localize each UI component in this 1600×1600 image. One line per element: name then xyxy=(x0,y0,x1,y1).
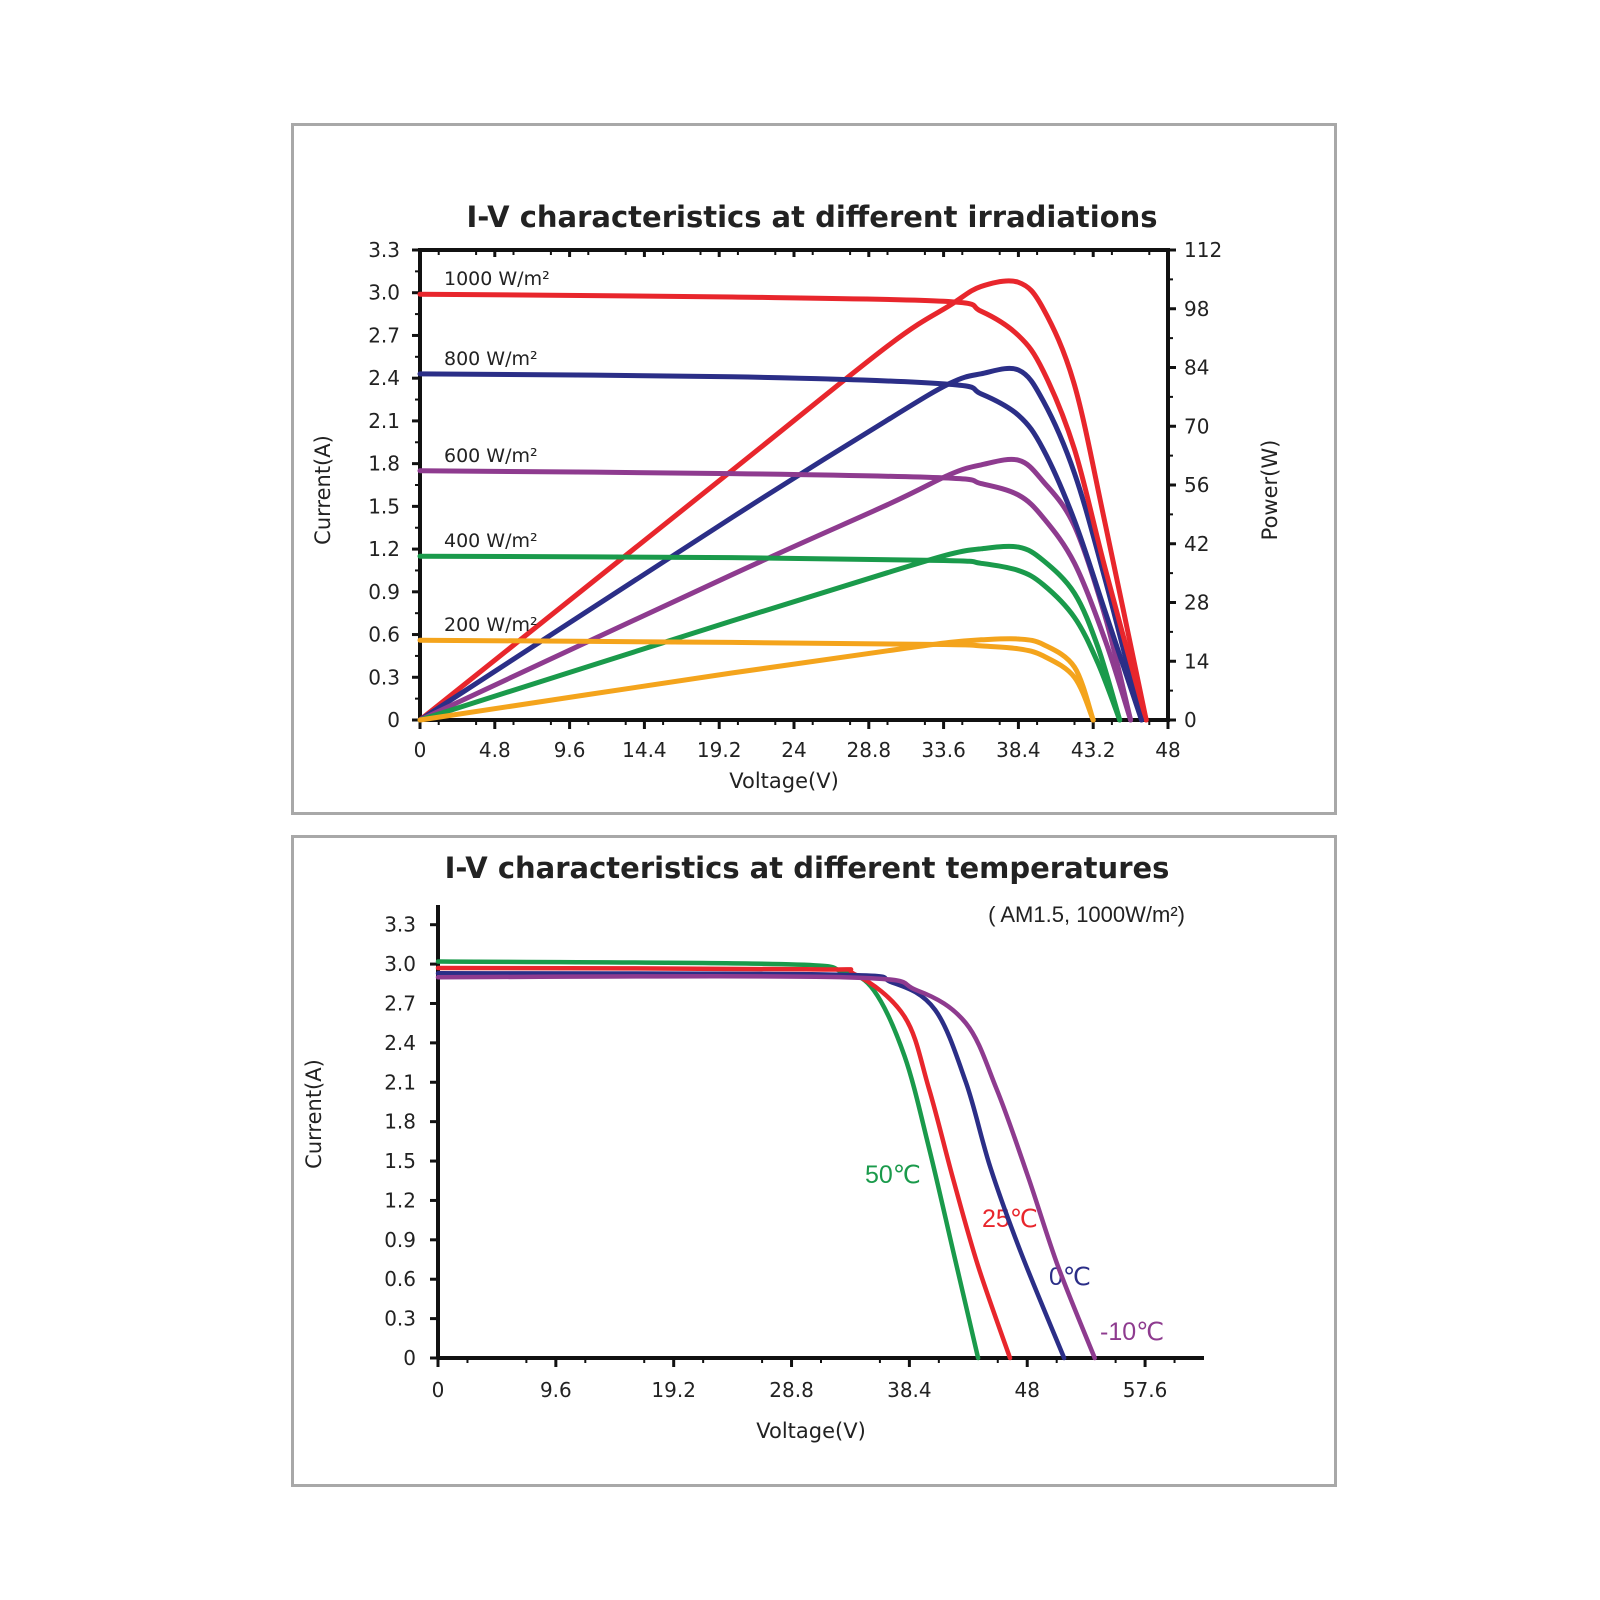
pv-curve-400-w-m xyxy=(417,543,1123,723)
curve-label-0c: 0℃ xyxy=(1049,1263,1091,1291)
x-tick-label: 38.4 xyxy=(996,738,1041,762)
y-tick-label: 0.6 xyxy=(384,1267,416,1291)
y2-tick-label: 84 xyxy=(1184,356,1209,380)
y2-tick-label: 56 xyxy=(1184,473,1209,497)
x-tick-label: 57.6 xyxy=(1123,1378,1168,1402)
pv-curve-200-w-m xyxy=(417,636,1096,723)
y-tick-label: 2.1 xyxy=(368,409,400,433)
y2-tick-label: 70 xyxy=(1184,414,1209,438)
x-tick-label: 43.2 xyxy=(1071,738,1116,762)
iv-curve-600-w-m xyxy=(417,468,1134,723)
y-tick-label: 1.8 xyxy=(384,1110,416,1134)
chart-title: I-V characteristics at different irradia… xyxy=(466,200,1157,234)
y-tick-label: 0.9 xyxy=(384,1228,416,1252)
y-tick-label: 3.3 xyxy=(368,238,400,262)
iv-curve-1000-w-m xyxy=(417,291,1149,723)
x-axis-label: Voltage(V) xyxy=(729,769,839,793)
y2-axis-label: Power(W) xyxy=(1258,440,1282,541)
x-tick-label: 19.2 xyxy=(697,738,742,762)
y-tick-label: 3.3 xyxy=(384,913,416,937)
temperature-chart: I-V characteristics at different tempera… xyxy=(302,851,1204,1443)
curve-label-800-w-m: 800 W/m² xyxy=(444,348,538,370)
x-tick-label: 0 xyxy=(414,738,427,762)
curve-label-1000-w-m: 1000 W/m² xyxy=(444,268,550,290)
y-tick-label: 2.7 xyxy=(384,991,416,1015)
y2-tick-label: 98 xyxy=(1184,297,1209,321)
x-tick-label: 33.6 xyxy=(921,738,966,762)
y-tick-label: 1.2 xyxy=(384,1188,416,1212)
y2-tick-label: 112 xyxy=(1184,238,1222,262)
irradiation-chart: I-V characteristics at different irradia… xyxy=(311,200,1282,793)
y-tick-label: 0 xyxy=(387,708,400,732)
y2-tick-label: 14 xyxy=(1184,649,1209,673)
y-tick-label: 1.8 xyxy=(368,452,400,476)
curve-label-600-w-m: 600 W/m² xyxy=(444,445,538,467)
x-tick-label: 0 xyxy=(432,1378,445,1402)
pv-curve-800-w-m xyxy=(417,365,1144,723)
iv-curve-50c xyxy=(435,959,981,1361)
x-tick-label: 28.8 xyxy=(847,738,892,762)
chart-subtitle: ( AM1.5, 1000W/m²) xyxy=(988,902,1185,927)
chart-title: I-V characteristics at different tempera… xyxy=(445,851,1170,885)
x-tick-label: 38.4 xyxy=(887,1378,932,1402)
y-tick-label: 2.4 xyxy=(368,366,400,390)
x-axis-label: Voltage(V) xyxy=(756,1419,866,1443)
irradiation-chart-panel: I-V characteristics at different irradia… xyxy=(291,123,1337,815)
curve-label-200-w-m: 200 W/m² xyxy=(444,614,538,636)
iv-curve-800-w-m xyxy=(417,371,1144,723)
x-tick-label: 4.8 xyxy=(479,738,511,762)
temperature-chart-panel: I-V characteristics at different tempera… xyxy=(291,835,1337,1487)
curve-label-50c: 50℃ xyxy=(865,1161,921,1189)
y-tick-label: 1.2 xyxy=(368,537,400,561)
x-tick-label: 9.6 xyxy=(554,738,586,762)
y-tick-label: 3.0 xyxy=(368,281,400,305)
y-tick-label: 0.3 xyxy=(384,1307,416,1331)
iv-curve-400-w-m xyxy=(417,553,1123,723)
iv-curve-200-w-m xyxy=(417,637,1096,723)
y-tick-label: 0.6 xyxy=(368,623,400,647)
y-tick-label: 0.9 xyxy=(368,580,400,604)
x-tick-label: 28.8 xyxy=(769,1378,814,1402)
y-tick-label: 1.5 xyxy=(384,1149,416,1173)
y2-tick-label: 42 xyxy=(1184,532,1209,556)
y-axis-label: Current(A) xyxy=(302,1059,326,1169)
iv-curve-25c xyxy=(435,965,1013,1361)
y-tick-label: 3.0 xyxy=(384,952,416,976)
y-tick-label: 1.5 xyxy=(368,494,400,518)
x-tick-label: 19.2 xyxy=(651,1378,696,1402)
y-tick-label: 2.4 xyxy=(384,1031,416,1055)
y-tick-label: 0.3 xyxy=(368,665,400,689)
y-tick-label: 2.1 xyxy=(384,1070,416,1094)
y2-tick-label: 0 xyxy=(1184,708,1197,732)
x-tick-label: 48 xyxy=(1155,738,1180,762)
x-tick-label: 9.6 xyxy=(540,1378,572,1402)
iv-curve-10c xyxy=(435,973,1097,1361)
x-tick-label: 48 xyxy=(1015,1378,1040,1402)
iv-curve-0c xyxy=(435,971,1067,1361)
curve-label-400-w-m: 400 W/m² xyxy=(444,530,538,552)
x-tick-label: 14.4 xyxy=(622,738,667,762)
y-axis-label: Current(A) xyxy=(311,435,335,545)
y-tick-label: 2.7 xyxy=(368,323,400,347)
x-tick-label: 24 xyxy=(781,738,806,762)
y-tick-label: 0 xyxy=(403,1346,416,1370)
y2-tick-label: 28 xyxy=(1184,591,1209,615)
curve-label-10c: -10℃ xyxy=(1100,1318,1164,1346)
